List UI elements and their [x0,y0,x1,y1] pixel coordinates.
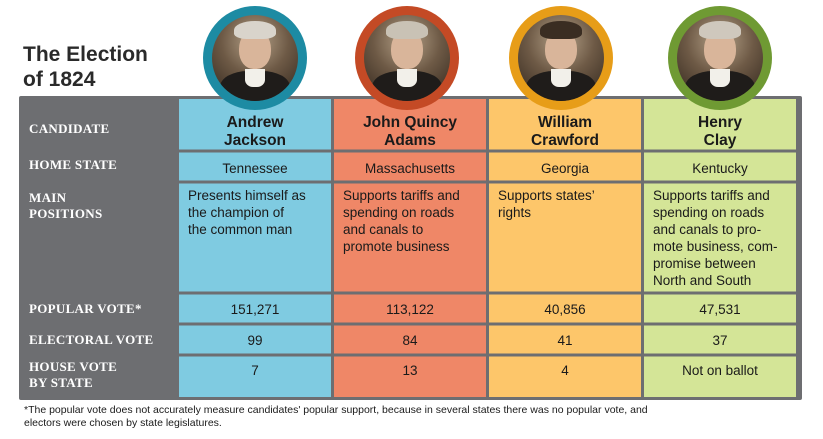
home-state: Kentucky [692,161,748,176]
main-positions-line: promote business [343,239,450,254]
portrait-hair [699,21,741,39]
row-header-main-positions-line-2: POSITIONS [29,206,103,221]
candidate-portrait [509,6,613,110]
main-positions-line: the champion of [188,205,285,220]
candidate-portrait [355,6,459,110]
house-vote: 7 [251,363,259,378]
footnote: *The popular vote does not accurately me… [24,404,794,430]
candidate-last-name: Adams [384,132,436,149]
main-positions-line: North and South [653,273,752,288]
main-positions-line: and canals to pro- [653,222,762,237]
portrait-image [212,15,298,101]
main-positions-line: mote business, com- [653,239,778,254]
main-positions-line: Supports tariffs and [653,188,770,203]
main-positions: Supports tariffs and spending on roads and… [334,187,486,255]
row-header-house-vote-line-2: BY STATE [29,375,93,390]
candidate-name: John Quincy Adams [334,114,486,150]
candidate-last-name: Crawford [530,132,600,149]
main-positions-line: spending on roads [653,205,765,220]
portrait-collar [245,69,265,87]
portrait-hair [540,21,582,39]
candidate-first-name: Andrew [226,114,284,131]
house-vote: 4 [561,363,569,378]
electoral-vote: 41 [557,333,573,348]
footnote-line-1: *The popular vote does not accurately me… [24,404,648,416]
portrait-image [518,15,604,101]
candidate-column: John Quincy Adams Massachusetts Supports ta… [334,99,486,397]
main-positions-line: Supports states’ [498,188,595,203]
row-header-home-state: HOME STATE [29,157,118,172]
popular-vote: 113,122 [386,302,434,317]
candidate-first-name: William [537,114,593,131]
main-positions-line: Presents himself as [188,188,306,203]
portrait-collar [551,69,571,87]
portrait-collar [710,69,730,87]
popular-vote: 151,271 [230,302,280,317]
row-header-main-positions-line-1: MAIN [29,190,67,205]
home-state: Massachusetts [364,161,456,176]
page-title: The Election of 1824 [23,42,193,92]
main-positions-line: promise between [653,256,756,271]
row-header-house-vote-line-1: HOUSE VOTE [29,359,118,374]
main-positions: Supports tariffs and spending on roads and… [644,187,796,289]
popular-vote: 47,531 [699,302,741,317]
main-positions-line: and canals to [343,222,424,237]
candidate-portrait [203,6,307,110]
home-state: Tennessee [222,161,288,176]
candidate-first-name: Henry [698,114,742,131]
candidate-column: William Crawford Georgia Supports states’ ri… [489,99,641,397]
electoral-vote: 84 [402,333,418,348]
home-state: Georgia [540,161,590,176]
candidate-name: Henry Clay [644,114,796,150]
row-header-popular-vote: POPULAR VOTE* [29,301,142,316]
candidate-name: William Crawford [489,114,641,150]
portrait-collar [397,69,417,87]
popular-vote: 40,856 [544,302,586,317]
footnote-line-2: electors were chosen by state legislatur… [24,417,222,429]
main-positions-line: Supports tariffs and [343,188,460,203]
portrait-image [677,15,763,101]
house-vote: 13 [402,363,418,378]
main-positions: Supports states’ rights [489,187,641,221]
candidate-first-name: John Quincy [363,114,457,131]
candidate-name: Andrew Jackson [179,114,331,150]
title-line-2: of 1824 [23,68,96,91]
house-vote: Not on ballot [682,363,758,378]
row-header-candidate: CANDIDATE [29,121,110,136]
title-line-1: The Election [23,43,148,66]
candidate-column: Henry Clay Kentucky Supports tariffs and spe… [644,99,796,397]
candidate-last-name: Jackson [223,132,287,149]
row-header-electoral-vote: ELECTORAL VOTE [29,332,154,347]
row-header-main-positions: MAIN POSITIONS [29,190,179,222]
portrait-hair [386,21,428,39]
main-positions-line: rights [498,205,532,220]
portrait-image [364,15,450,101]
candidate-last-name: Clay [703,132,737,149]
candidate-portrait [668,6,772,110]
main-positions: Presents himself as the champion of the co… [179,187,331,238]
portrait-hair [234,21,276,39]
electoral-vote: 37 [712,333,728,348]
main-positions-line: spending on roads [343,205,455,220]
election-table: CANDIDATE HOME STATE MAIN POSITIONS POPU… [19,96,802,400]
row-header-house-vote: HOUSE VOTE BY STATE [29,359,179,391]
candidate-column: Andrew Jackson Tennessee Presents himself a… [179,99,331,397]
main-positions-line: the common man [188,222,293,237]
electoral-vote: 99 [247,333,263,348]
